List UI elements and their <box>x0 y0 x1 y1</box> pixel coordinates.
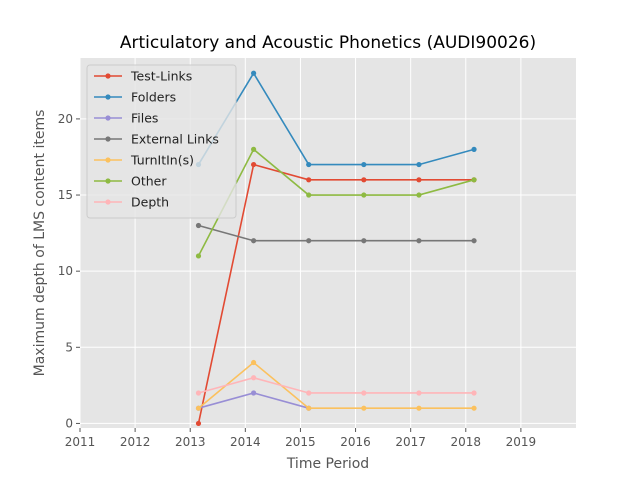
data-point-turnitin-s <box>306 405 312 411</box>
series-line-other <box>197 148 475 257</box>
legend-label: Other <box>131 174 167 189</box>
legend-marker <box>105 157 111 163</box>
y-axis-ticks: 0 5 10 15 20 <box>58 112 80 430</box>
series-lines <box>195 70 477 427</box>
legend-marker <box>105 136 111 142</box>
series-line-external-links <box>198 224 475 242</box>
data-point-other <box>306 192 312 198</box>
legend-label: Test-Links <box>130 69 192 84</box>
data-point-depth <box>195 390 202 396</box>
data-point-external-links <box>416 238 422 244</box>
data-point-folders <box>471 146 477 152</box>
x-tick-label: 2011 <box>65 435 96 449</box>
data-point-test-links <box>416 177 422 183</box>
x-tick-label: 2014 <box>230 435 261 449</box>
data-point-depth <box>306 390 312 396</box>
data-point-folders <box>251 70 257 76</box>
data-point-turnitin-s <box>361 405 367 411</box>
y-axis-label: Maximum depth of LMS content items <box>32 110 48 377</box>
series-line-test-links <box>197 163 475 424</box>
data-point-external-links <box>195 222 202 229</box>
x-tick-label: 2018 <box>451 435 482 449</box>
legend-marker <box>105 115 111 121</box>
data-point-other <box>195 253 202 259</box>
data-point-turnitin-s <box>195 405 202 411</box>
data-point-other <box>416 192 422 198</box>
x-tick-label: 2016 <box>340 435 371 449</box>
chart-title: Articulatory and Acoustic Phonetics (AUD… <box>120 33 536 53</box>
x-tick-label: 2019 <box>506 435 537 449</box>
legend-marker <box>105 94 111 100</box>
x-axis-label: Time Period <box>286 456 369 472</box>
data-point-turnitin-s <box>416 405 422 411</box>
x-tick-label: 2012 <box>120 435 151 449</box>
data-point-test-links <box>361 177 367 183</box>
data-point-test-links <box>195 420 202 427</box>
data-point-other <box>251 146 257 152</box>
data-point-depth <box>251 375 257 381</box>
legend: Test-Links Folders Files External Links Turn… <box>86 64 237 219</box>
y-tick-label: 15 <box>58 188 73 202</box>
legend-label: External Links <box>131 132 219 147</box>
legend-label: Depth <box>131 195 169 210</box>
legend-label: Files <box>131 111 158 126</box>
data-point-test-links <box>251 161 257 168</box>
data-point-external-links <box>306 238 312 244</box>
data-point-other <box>471 177 477 183</box>
legend-label: TurnItIn(s) <box>130 153 194 168</box>
data-point-depth <box>416 390 422 396</box>
data-point-external-links <box>251 238 257 244</box>
legend-marker <box>105 178 111 184</box>
data-point-depth <box>471 390 477 396</box>
legend-marker <box>105 199 111 205</box>
series-line-turnitin-s <box>197 361 475 410</box>
data-point-test-links <box>306 177 312 183</box>
x-tick-label: 2017 <box>395 435 426 449</box>
y-tick-label: 5 <box>65 340 73 354</box>
data-point-folders <box>306 161 312 168</box>
y-tick-label: 0 <box>65 416 73 430</box>
x-tick-label: 2015 <box>285 435 316 449</box>
series-line-depth <box>198 376 475 394</box>
legend-box <box>86 64 237 219</box>
x-axis-ticks: 2011 2012 2013 2014 2015 2016 2017 2018 2019 <box>65 428 536 449</box>
data-point-turnitin-s <box>471 405 477 411</box>
y-tick-label: 20 <box>58 112 73 126</box>
data-point-depth <box>361 390 367 396</box>
data-point-external-links <box>471 238 477 244</box>
data-point-other <box>361 192 367 198</box>
y-tick-label: 10 <box>58 264 73 278</box>
data-point-folders <box>361 161 367 168</box>
data-point-external-links <box>361 238 367 244</box>
x-tick-label: 2013 <box>175 435 206 449</box>
data-point-turnitin-s <box>251 359 257 366</box>
data-point-folders <box>416 161 422 168</box>
legend-marker <box>105 73 111 79</box>
series-line-folders <box>197 71 475 166</box>
legend-label: Folders <box>131 90 176 105</box>
data-point-files <box>251 390 257 396</box>
